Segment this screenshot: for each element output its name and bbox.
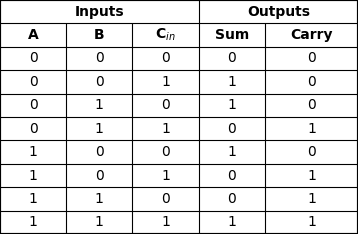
Text: C$_{in}$: C$_{in}$ [155, 27, 176, 43]
Text: 0: 0 [29, 122, 38, 136]
Text: 1: 1 [161, 122, 170, 136]
Text: 0: 0 [161, 192, 170, 206]
Text: Sum: Sum [215, 28, 249, 42]
Text: 1: 1 [95, 98, 104, 112]
Text: 0: 0 [227, 51, 236, 66]
Text: 0: 0 [227, 168, 236, 183]
Text: 0: 0 [227, 122, 236, 136]
Text: 0: 0 [95, 75, 104, 89]
Text: 1: 1 [95, 122, 104, 136]
Text: 0: 0 [227, 192, 236, 206]
Text: 0: 0 [95, 168, 104, 183]
Text: 0: 0 [161, 98, 170, 112]
Text: 1: 1 [29, 215, 38, 229]
Text: 1: 1 [161, 215, 170, 229]
Text: 0: 0 [95, 51, 104, 66]
Text: 0: 0 [307, 75, 316, 89]
Text: 1: 1 [227, 215, 236, 229]
Text: 1: 1 [307, 122, 316, 136]
Text: A: A [28, 28, 39, 42]
Text: 1: 1 [29, 145, 38, 159]
Text: 0: 0 [29, 75, 38, 89]
Text: 1: 1 [227, 98, 236, 112]
Text: 0: 0 [29, 51, 38, 66]
Text: 1: 1 [307, 192, 316, 206]
Text: Inputs: Inputs [74, 5, 124, 19]
Text: Outputs: Outputs [247, 5, 310, 19]
Text: 0: 0 [307, 51, 316, 66]
Text: 1: 1 [29, 168, 38, 183]
Text: 0: 0 [95, 145, 104, 159]
Text: Carry: Carry [290, 28, 333, 42]
Text: 0: 0 [161, 145, 170, 159]
Text: 1: 1 [307, 168, 316, 183]
Text: 1: 1 [227, 75, 236, 89]
Text: 1: 1 [227, 145, 236, 159]
Text: 1: 1 [161, 168, 170, 183]
Text: B: B [94, 28, 105, 42]
Text: 0: 0 [161, 51, 170, 66]
Text: 0: 0 [307, 145, 316, 159]
Text: 0: 0 [307, 98, 316, 112]
Text: 1: 1 [29, 192, 38, 206]
Text: 1: 1 [161, 75, 170, 89]
Text: 1: 1 [95, 215, 104, 229]
Text: 1: 1 [307, 215, 316, 229]
Text: 0: 0 [29, 98, 38, 112]
Text: 1: 1 [95, 192, 104, 206]
